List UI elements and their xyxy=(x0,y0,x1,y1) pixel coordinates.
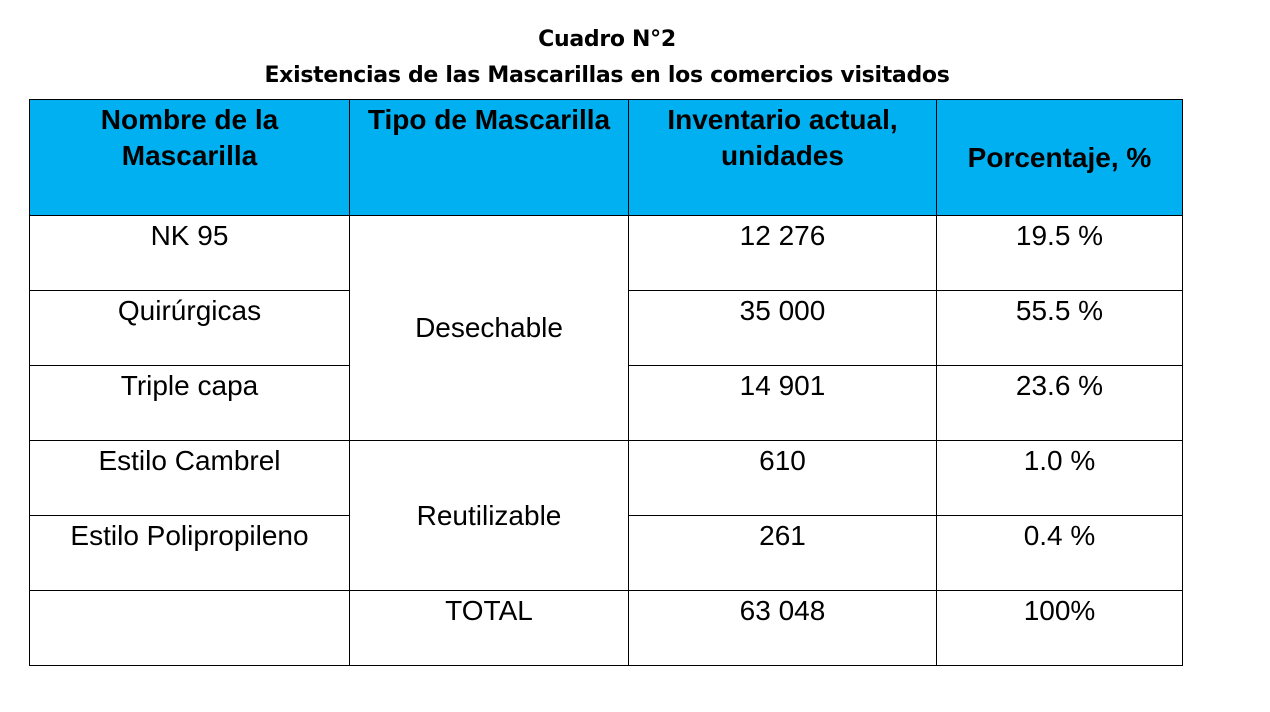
table-row: Estilo Cambrel Reutilizable 610 1.0 % xyxy=(29,440,1183,591)
total-percent-cell: 100% xyxy=(936,590,1183,666)
table-row: NK 95 Desechable 12 276 19.5 % xyxy=(29,215,1183,441)
header-percent: Porcentaje, % xyxy=(936,99,1183,216)
mask-name-cell: NK 95 xyxy=(29,215,350,291)
mask-name-cell: Triple capa xyxy=(29,365,350,441)
table-row: Quirúrgicas 35 000 55.5 % xyxy=(29,290,1183,366)
table-row: Estilo Polipropileno 261 0.4 % xyxy=(29,515,1183,591)
header-mask-type: Tipo de Mascarilla xyxy=(349,99,629,216)
percent-cell: 1.0 % xyxy=(936,440,1183,516)
inventory-cell: 261 xyxy=(628,515,937,591)
percent-cell: 23.6 % xyxy=(936,365,1183,441)
percent-cell: 55.5 % xyxy=(936,290,1183,366)
table-caption-number: Cuadro N°2 xyxy=(538,27,676,52)
inventory-table: Nombre de la Mascarilla Tipo de Mascaril… xyxy=(29,99,1183,666)
mask-name-cell: Estilo Polipropileno xyxy=(29,515,350,591)
inventory-cell: 610 xyxy=(628,440,937,516)
inventory-cell: 35 000 xyxy=(628,290,937,366)
mask-type-cell: Reutilizable xyxy=(349,440,629,591)
table-caption-title: Existencias de las Mascarillas en los co… xyxy=(264,63,950,88)
total-inventory-cell: 63 048 xyxy=(628,590,937,666)
header-mask-name: Nombre de la Mascarilla xyxy=(29,99,350,216)
inventory-cell: 14 901 xyxy=(628,365,937,441)
inventory-cell: 12 276 xyxy=(628,215,937,291)
total-row: TOTAL 63 048 100% xyxy=(29,590,1183,666)
header-inventory: Inventario actual, unidades xyxy=(628,99,937,216)
percent-cell: 19.5 % xyxy=(936,215,1183,291)
mask-type-cell: Desechable xyxy=(349,215,629,441)
mask-name-cell: Quirúrgicas xyxy=(29,290,350,366)
mask-name-cell: Estilo Cambrel xyxy=(29,440,350,516)
total-label-cell: TOTAL xyxy=(349,590,629,666)
total-name-cell xyxy=(29,590,350,666)
header-row: Nombre de la Mascarilla Tipo de Mascaril… xyxy=(29,99,1183,216)
percent-cell: 0.4 % xyxy=(936,515,1183,591)
